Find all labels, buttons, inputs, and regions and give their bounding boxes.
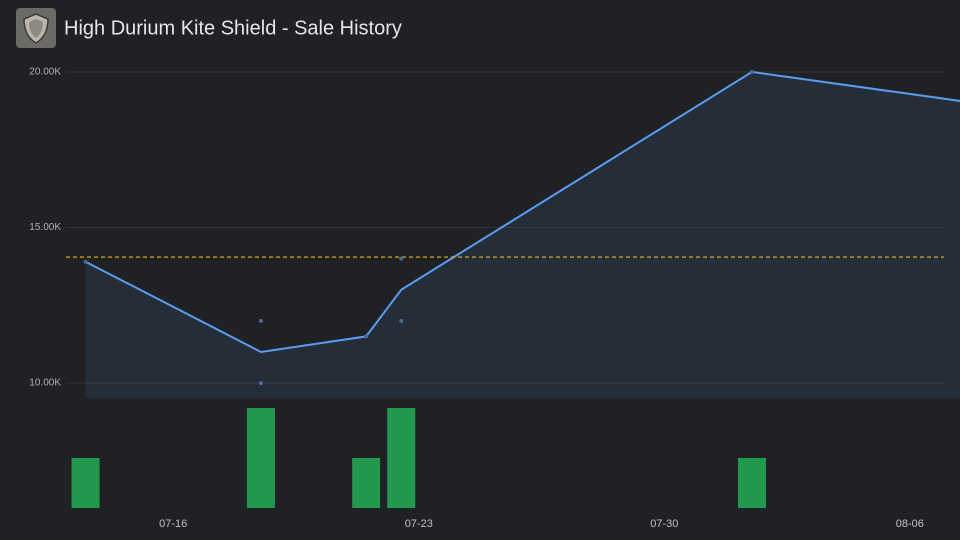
sale-point [258,318,263,323]
y-tick-label: 10.00K [29,378,61,389]
x-tick-label: 07-30 [650,518,678,530]
sale-point [364,334,369,339]
volume-bar [352,458,381,508]
volume-bar [246,408,275,508]
sale-point [399,256,404,261]
x-tick-label: 07-23 [405,518,433,530]
y-tick-label: 20.00K [29,67,61,78]
area [85,71,960,398]
sale-point [258,381,263,386]
x-tick-label: 07-16 [159,518,187,530]
chart-title: High Durium Kite Shield - Sale History [64,17,402,39]
y-tick-label: 15.00K [29,222,61,233]
x-tick-label: 08-06 [896,518,924,530]
sale-point [750,69,754,74]
price-line [85,70,960,353]
volume-bar [387,408,416,508]
volume-bar [71,458,100,508]
sale-point [83,259,88,264]
item-icon [16,8,56,48]
volume-bar [738,458,766,508]
plot [66,69,960,508]
sale-point [399,318,404,323]
